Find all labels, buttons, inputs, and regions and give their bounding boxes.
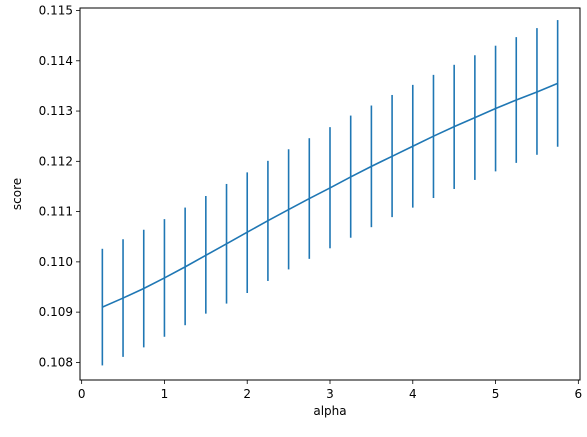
y-axis: 0.108 0.109 0.110 0.111 0.112 0.113 0.114 0.115 [39,4,80,369]
y-tick-label: 0.111 [39,205,73,219]
y-tick-label: 0.113 [39,104,73,118]
x-tick-label: 1 [161,387,169,401]
error-bars [101,20,559,366]
series-line [102,82,558,308]
x-tick-label: 0 [78,387,86,401]
y-axis-label: score [10,178,24,210]
y-tick-label: 0.109 [39,305,73,319]
y-tick-label: 0.108 [39,355,73,369]
y-tick-label: 0.114 [39,54,73,68]
x-axis: 0 1 2 3 4 5 6 [78,380,582,401]
x-tick-label: 3 [326,387,334,401]
x-tick-label: 4 [409,387,417,401]
x-axis-label: alpha [313,404,346,418]
y-tick-label: 0.110 [39,255,73,269]
x-tick-label: 6 [575,387,583,401]
y-tick-label: 0.115 [39,4,73,18]
x-tick-label: 5 [492,387,500,401]
x-tick-label: 2 [243,387,251,401]
y-tick-label: 0.112 [39,154,73,168]
